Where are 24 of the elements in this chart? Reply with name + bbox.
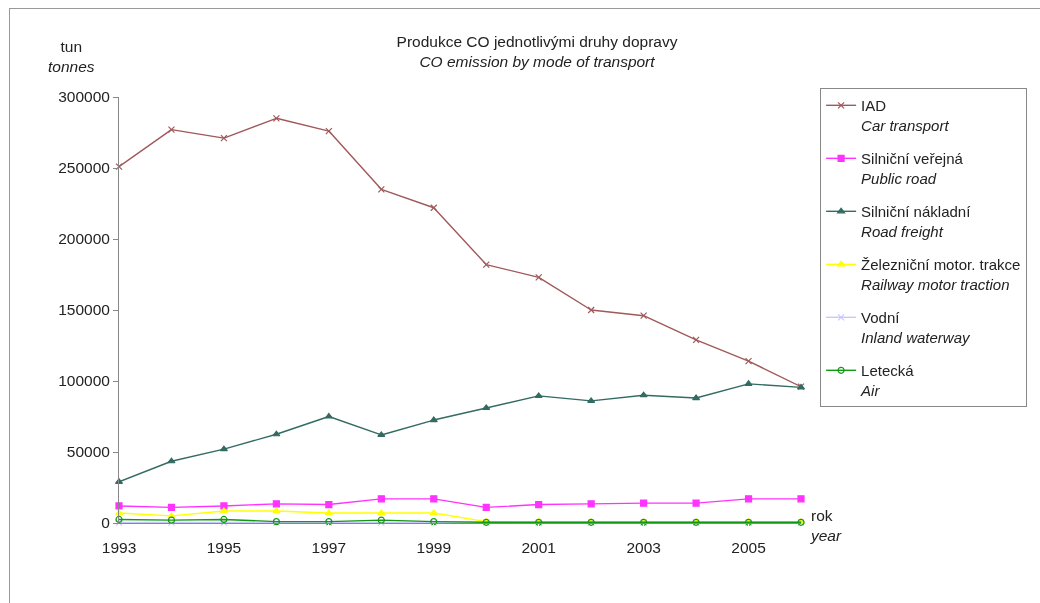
x-axis-title: rok year: [810, 507, 842, 545]
x-tick-label: 2003: [626, 538, 661, 556]
y-tick-label: 50000: [66, 443, 111, 461]
x-tick-label: 2005: [731, 538, 766, 556]
chart-title: Produkce CO jednotlivými druhy dopravy: [396, 33, 678, 50]
y-tick-label: 300000: [58, 88, 111, 106]
y-axis-title: tun tonnes: [48, 38, 95, 76]
x-tick-label: 2001: [521, 538, 556, 556]
legend-label: Silniční nákladní Road freight: [861, 203, 972, 240]
x-tick-label: 1993: [101, 538, 137, 556]
chart-subtitle: CO emission by mode of transport: [419, 53, 656, 71]
y-tick-label: 0: [101, 514, 111, 532]
legend-label: Letecká Air: [860, 362, 915, 399]
x-tick-label: 1997: [311, 538, 347, 556]
legend-label: Vodní Inland waterway: [861, 309, 971, 346]
legend-label: Silniční veřejná Public road: [861, 150, 964, 187]
y-tick-label: 100000: [58, 372, 111, 390]
x-tick-label: 1995: [206, 538, 242, 556]
x-tick-label: 1999: [416, 538, 452, 556]
legend-label: Železniční motor. trakce Railway motor traction: [861, 256, 1021, 293]
y-tick-label: 150000: [58, 301, 111, 319]
legend-label: IAD Car transport: [861, 97, 950, 134]
y-tick-label: 200000: [58, 230, 111, 248]
y-tick-label: 250000: [58, 159, 111, 177]
